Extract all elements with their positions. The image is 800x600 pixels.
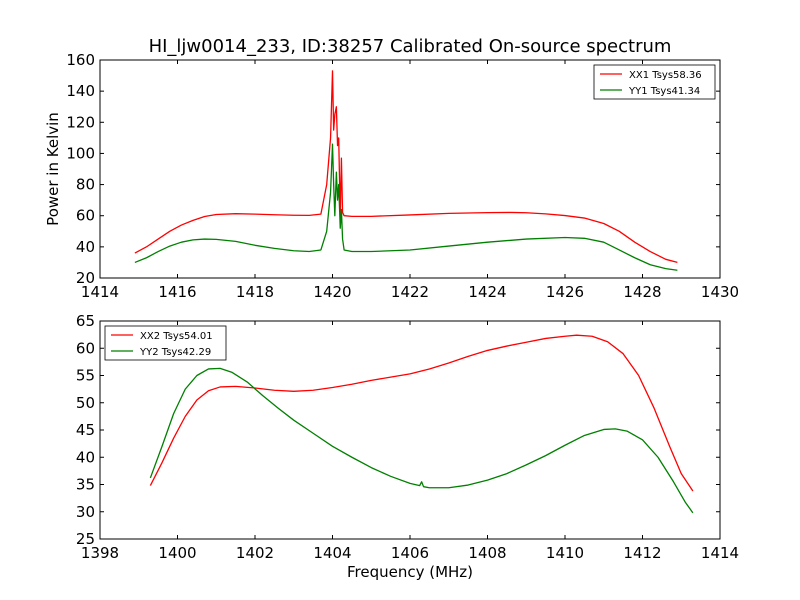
bottom-x-tick-label: 1414 — [701, 544, 739, 562]
top-x-tick-label: 1422 — [391, 283, 429, 301]
top-y-axis-label: Power in Kelvin — [44, 112, 62, 226]
bottom-y-tick-label: 50 — [76, 394, 95, 412]
bottom-x-tick-label: 1410 — [546, 544, 584, 562]
top-x-tick-label: 1416 — [158, 283, 196, 301]
bottom-x-tick-label: 1400 — [158, 544, 196, 562]
top-legend: XX1 Tsys58.36 YY1 Tsys41.34 — [593, 64, 716, 100]
bottom-y-tick-label: 35 — [76, 476, 95, 494]
bottom-x-axis-label: Frequency (MHz) — [347, 563, 473, 581]
top-panel: 1414 1416 1418 1420 1422 1424 1426 1428 1430 20 40… — [66, 51, 739, 301]
chart-title: HI_ljw0014_233, ID:38257 Calibrated On-s… — [149, 36, 672, 57]
bottom-x-tick-label: 1404 — [313, 544, 351, 562]
top-y-tick-label: 100 — [66, 144, 95, 162]
bottom-y-tick-label: 60 — [76, 339, 95, 357]
top-legend-label-2: YY1 Tsys41.34 — [628, 86, 700, 97]
bottom-x-tick-label: 1398 — [81, 544, 119, 562]
top-y-tick-label: 140 — [66, 82, 95, 100]
bottom-series-line-1 — [149, 334, 694, 492]
top-series-line-1 — [134, 70, 678, 264]
bottom-y-tick-label: 45 — [76, 421, 95, 439]
top-x-tick-label: 1424 — [468, 283, 506, 301]
bottom-x-tick-label: 1402 — [236, 544, 274, 562]
bottom-x-tick-label: 1412 — [623, 544, 661, 562]
bottom-legend-label-2: YY2 Tsys42.29 — [139, 347, 211, 358]
top-y-tick-label: 40 — [76, 238, 95, 256]
top-y-tick-label: 160 — [66, 51, 95, 69]
top-y-tick-label: 60 — [76, 207, 95, 225]
bottom-legend: XX2 Tsys54.01 YY2 Tsys42.29 — [104, 325, 227, 361]
top-x-tick-label: 1426 — [546, 283, 584, 301]
top-x-tick-label: 1418 — [236, 283, 274, 301]
top-x-tick-label: 1414 — [81, 283, 119, 301]
top-legend-label-1: XX1 Tsys58.36 — [629, 70, 702, 81]
bottom-x-tick-label: 1406 — [391, 544, 429, 562]
bottom-y-tick-label: 55 — [76, 367, 95, 385]
top-x-tick-label: 1420 — [313, 283, 351, 301]
top-y-tick-label: 80 — [76, 176, 95, 194]
bottom-series-line-2 — [149, 367, 694, 514]
bottom-y-tick-label: 40 — [76, 448, 95, 466]
bottom-y-tick-label: 25 — [76, 530, 95, 548]
top-series-line-2 — [134, 143, 678, 271]
top-x-tick-label: 1430 — [701, 283, 739, 301]
top-y-tick-label: 20 — [76, 269, 95, 287]
top-x-tick-label: 1428 — [623, 283, 661, 301]
bottom-panel: 1398 1400 1402 1404 1406 1408 1410 1412 1414 25 30… — [76, 312, 739, 562]
top-legend-box — [593, 64, 716, 100]
top-y-tick-label: 120 — [66, 113, 95, 131]
bottom-y-tick-label: 30 — [76, 503, 95, 521]
bottom-x-tick-label: 1408 — [468, 544, 506, 562]
bottom-legend-box — [104, 325, 227, 361]
bottom-legend-label-1: XX2 Tsys54.01 — [140, 331, 213, 342]
bottom-y-tick-label: 65 — [76, 312, 95, 330]
